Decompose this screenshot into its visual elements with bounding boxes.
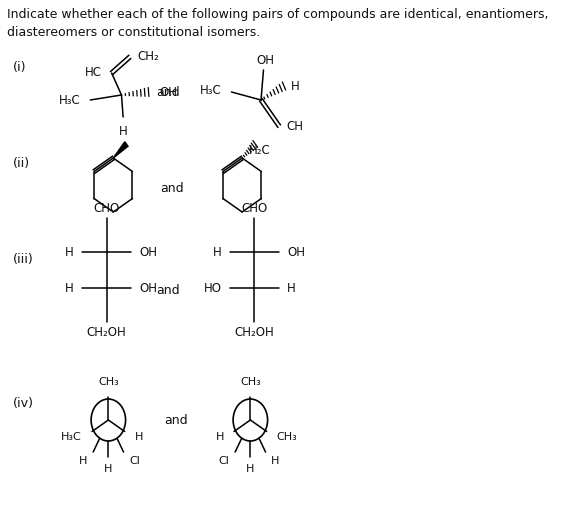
Text: (ii): (ii) <box>13 156 30 170</box>
Polygon shape <box>113 142 128 158</box>
Text: HO: HO <box>204 281 222 295</box>
Text: OH: OH <box>256 53 274 67</box>
Text: CH₃: CH₃ <box>240 377 261 387</box>
Text: (iv): (iv) <box>13 397 34 409</box>
Text: H: H <box>272 456 280 466</box>
Text: H₂C: H₂C <box>249 143 270 156</box>
Text: H: H <box>215 432 224 442</box>
Text: CH₃: CH₃ <box>98 377 119 387</box>
Text: CHO: CHO <box>94 202 120 214</box>
Text: (i): (i) <box>13 61 26 75</box>
Text: (iii): (iii) <box>13 253 34 267</box>
Text: CH: CH <box>286 120 304 134</box>
Text: H: H <box>104 464 113 474</box>
Text: H: H <box>290 79 299 92</box>
Text: CHO: CHO <box>241 202 267 214</box>
Text: and: and <box>165 414 188 427</box>
Text: Indicate whether each of the following pairs of compounds are identical, enantio: Indicate whether each of the following p… <box>6 8 548 39</box>
Text: H: H <box>135 432 144 442</box>
Text: and: and <box>157 86 180 100</box>
Text: H₃C: H₃C <box>61 432 82 442</box>
Text: H: H <box>213 245 222 259</box>
Text: CH₂OH: CH₂OH <box>87 327 127 339</box>
Text: CH₂: CH₂ <box>137 49 159 62</box>
Text: HC: HC <box>85 67 102 79</box>
Text: H: H <box>79 456 87 466</box>
Text: H₃C: H₃C <box>59 93 80 107</box>
Text: H: H <box>65 245 74 259</box>
Text: and: and <box>161 181 184 195</box>
Text: CH₃: CH₃ <box>277 432 298 442</box>
Text: OH: OH <box>159 85 177 99</box>
Text: OH: OH <box>287 245 305 259</box>
Text: H: H <box>246 464 254 474</box>
Text: OH: OH <box>139 245 157 259</box>
Text: Cl: Cl <box>129 456 140 466</box>
Text: H: H <box>119 125 127 138</box>
Text: H: H <box>65 281 74 295</box>
Text: and: and <box>157 283 180 297</box>
Text: OH: OH <box>139 281 157 295</box>
Text: Cl: Cl <box>219 456 230 466</box>
Text: H: H <box>287 281 296 295</box>
Text: H₃C: H₃C <box>200 84 222 98</box>
Text: CH₂OH: CH₂OH <box>235 327 274 339</box>
